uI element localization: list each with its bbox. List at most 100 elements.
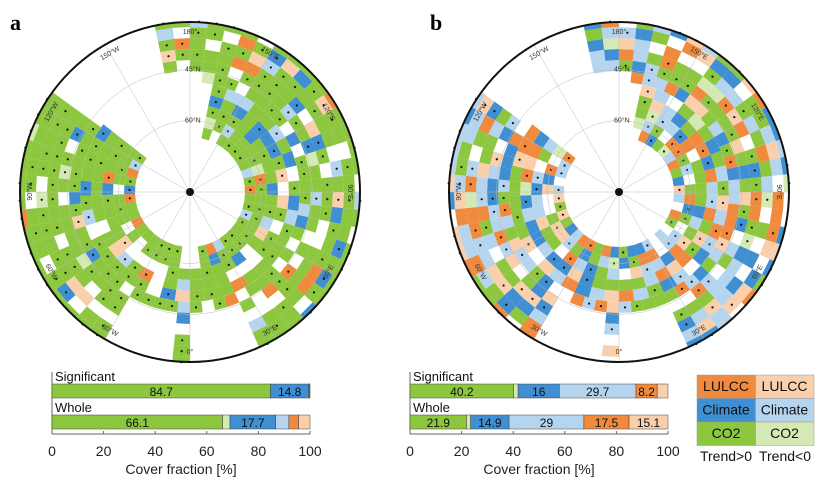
grid-cell [726, 166, 740, 181]
grid-cell [714, 287, 734, 307]
grid-cell [272, 44, 290, 59]
significance-dot [646, 244, 649, 247]
grid-cell [733, 120, 750, 139]
significance-dot [680, 313, 683, 316]
grid-cell [294, 126, 311, 143]
grid-cell [697, 124, 715, 143]
grid-cell [508, 306, 529, 326]
significance-dot [557, 197, 560, 200]
grid-cell [250, 137, 267, 154]
grid-cell [709, 306, 730, 326]
significance-dot [302, 172, 306, 176]
grid-cell [748, 205, 762, 222]
grid-cell [524, 219, 540, 236]
grid-cell [681, 41, 702, 59]
grid-cell [220, 98, 237, 115]
grid-cell [674, 87, 691, 104]
significance-dot [224, 239, 227, 243]
grid-cell [716, 114, 734, 132]
grid-cell [280, 306, 301, 326]
grid-cell [296, 258, 314, 277]
significance-dot [511, 122, 515, 125]
grid-cell [23, 226, 34, 245]
significance-dot [518, 158, 521, 161]
longitude-line [189, 191, 276, 340]
grid-cell [162, 276, 178, 291]
grid-cell [296, 276, 315, 296]
significance-dot [268, 92, 271, 95]
grid-cell [683, 94, 700, 111]
grid-cell [285, 131, 301, 148]
grid-cell [323, 274, 338, 292]
significance-dot [685, 323, 688, 326]
grid-cell [258, 112, 277, 132]
grid-cell [564, 222, 579, 237]
significance-dot [120, 144, 123, 147]
grid-cell [734, 151, 749, 167]
grid-cell [713, 209, 728, 226]
latitude-label: 45°N [185, 66, 201, 74]
significance-dot [552, 258, 556, 261]
significance-dot [287, 270, 290, 273]
significance-dot [525, 174, 529, 177]
significance-dot [315, 197, 318, 200]
grid-cell [304, 120, 321, 139]
grid-cell [663, 45, 682, 62]
significance-dot [99, 162, 103, 165]
significance-dot [262, 248, 265, 251]
significance-dot [543, 306, 546, 309]
significance-dot [211, 111, 214, 114]
grid-cell [696, 290, 715, 308]
grid-cell [305, 151, 320, 167]
significance-dot [740, 223, 743, 226]
significance-dot [293, 187, 296, 190]
grid-cell [476, 177, 488, 192]
grid-cell [127, 208, 141, 221]
grid-cell [244, 193, 256, 204]
significance-dot [492, 210, 496, 213]
grid-cell [742, 115, 760, 134]
grid-cell [709, 58, 730, 78]
significance-dot [165, 44, 168, 47]
significance-dot [690, 280, 693, 283]
significance-dot [502, 184, 505, 188]
significance-dot [474, 229, 477, 232]
grid-cell [592, 242, 604, 256]
bar-segment-label: 66.1 [126, 416, 150, 430]
grid-cell [332, 175, 344, 192]
grid-cell [530, 281, 548, 299]
grid-cell [686, 36, 704, 50]
significance-dot [248, 180, 251, 183]
x-axis-title: Cover fraction [%] [125, 461, 236, 477]
significance-dot [258, 128, 261, 131]
significance-dot [227, 47, 230, 50]
x-tick-label: 20 [96, 443, 112, 459]
grid-cell [230, 55, 249, 72]
significance-dot [109, 289, 112, 292]
significance-dot [76, 133, 79, 136]
trend-cells [18, 20, 362, 364]
grid-cell [675, 250, 693, 268]
grid-cell [728, 192, 740, 205]
grid-cell [245, 280, 262, 297]
grid-cell [313, 115, 331, 134]
significance-dot [502, 284, 505, 287]
significance-dot [114, 306, 117, 309]
grid-cell [600, 244, 612, 258]
grid-cell [701, 325, 719, 340]
bar-segment-co2_neg [466, 414, 471, 430]
significance-dot [277, 162, 281, 165]
grid-cell [265, 194, 278, 208]
significance-dot [293, 85, 297, 89]
significance-dot [624, 64, 627, 67]
significance-dot [643, 101, 646, 104]
grid-cell [651, 30, 670, 46]
grid-cell [240, 30, 260, 42]
grid-cell [43, 236, 60, 255]
significance-dot [45, 152, 48, 155]
longitude-label: 90°E [346, 184, 354, 200]
x-tick-label: 40 [147, 443, 163, 459]
grid-cell [155, 27, 174, 42]
significance-dot [346, 165, 349, 169]
significance-dot [51, 183, 54, 186]
